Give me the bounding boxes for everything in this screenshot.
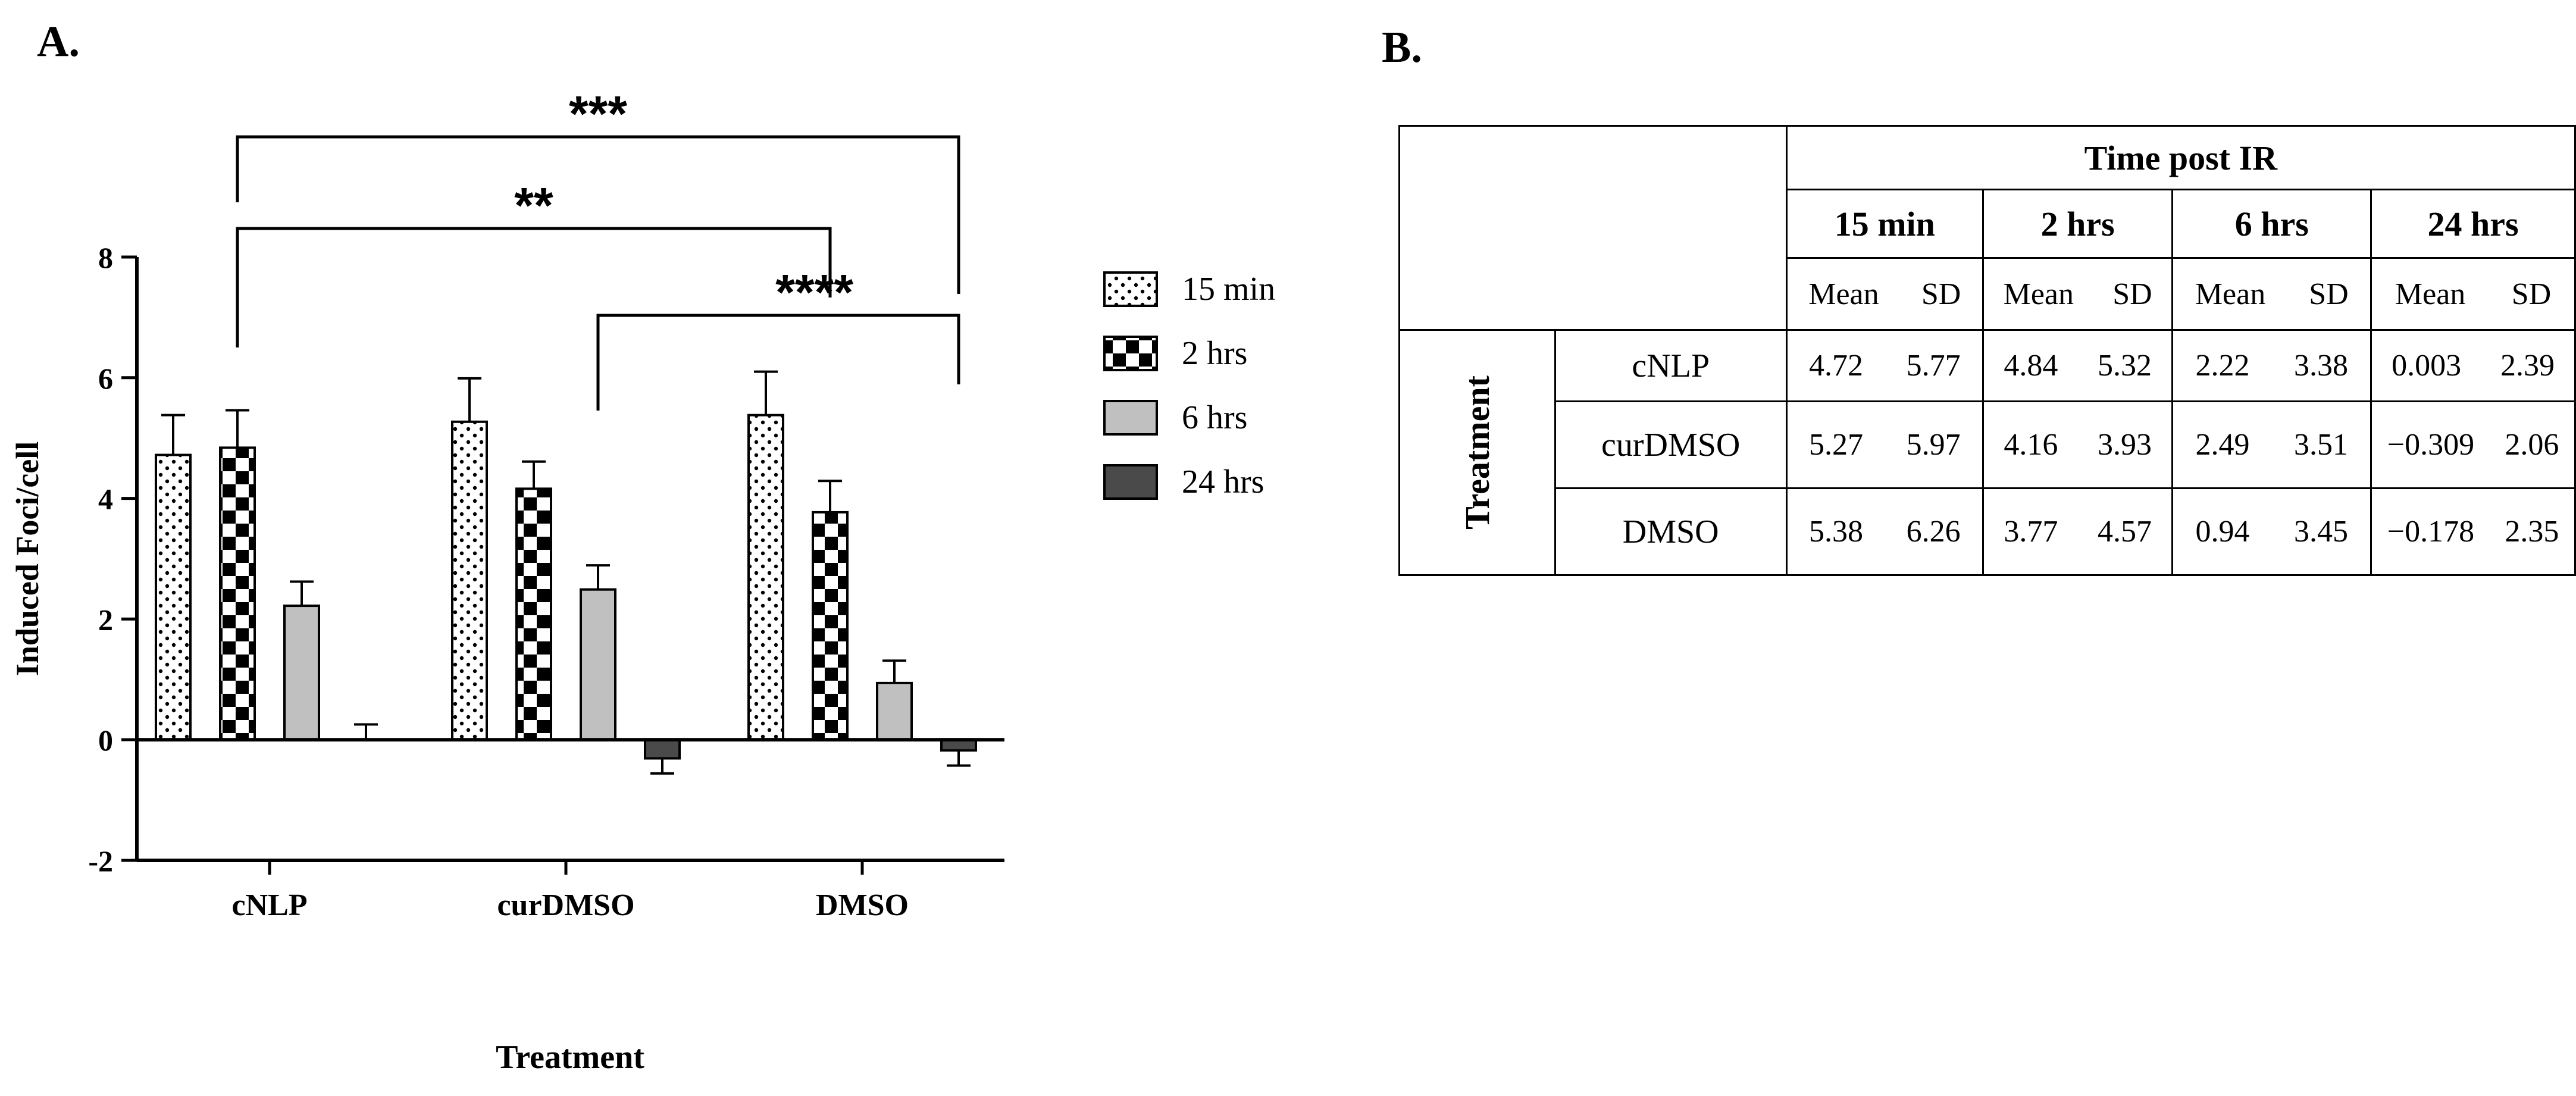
time-header-15min: 15 min: [1785, 189, 1985, 259]
table-cell: 4.72 5.77: [1785, 329, 1985, 402]
legend-swatch-15min: [1103, 271, 1158, 307]
treatment-group-label: Treatment: [1457, 375, 1497, 530]
x-axis-label: Treatment: [496, 1039, 644, 1076]
sd-value: 5.32: [2097, 349, 2152, 383]
table-cell: 0.003 2.39: [2370, 329, 2576, 402]
table-cell: 4.84 5.32: [1982, 329, 2174, 402]
x-tick-label-cNLP: cNLP: [231, 888, 307, 922]
mean-value: 2.49: [2195, 428, 2250, 462]
table-cell: 2.49 3.51: [2171, 400, 2372, 489]
table-cell: 5.38 6.26: [1785, 487, 1985, 576]
sd-label: SD: [2309, 277, 2349, 311]
legend-swatch-6hrs: [1103, 400, 1158, 436]
y-axis-label: Induced Foci/cell: [10, 441, 45, 676]
legend-label-6hrs: 6 hrs: [1182, 399, 1247, 436]
sd-value: 3.93: [2097, 428, 2152, 462]
mean-value: 5.38: [1808, 515, 1863, 549]
table-cell: 5.27 5.97: [1785, 400, 1985, 489]
panel-a-label: A.: [37, 17, 80, 66]
sd-value: 2.06: [2505, 428, 2559, 462]
time-header-2hrs: 2 hrs: [1982, 189, 2174, 259]
mean-value: 2.22: [2195, 349, 2250, 383]
bar-cNLP-6hrs: [283, 605, 320, 741]
legend-swatch-2hrs: [1103, 336, 1158, 371]
table-cell: 0.94 3.45: [2171, 487, 2372, 576]
table-corner-cell: [1398, 125, 1788, 331]
bar-chart: -2 0 2 4 6 8 cNLP curDMSO DMSO Induced Foci/cell T…: [10, 86, 1275, 1076]
summary-table-panel: Time post IR 15 min 2 hrs 6 hrs 24 hrs M…: [1398, 125, 2576, 576]
legend-label-24hrs: 24 hrs: [1182, 464, 1264, 500]
y-tick-label: 0: [98, 724, 113, 757]
significance-bracket: [596, 314, 960, 411]
sd-value: 2.39: [2500, 349, 2555, 383]
sd-value: 5.77: [1906, 349, 1961, 383]
mean-value: 0.003: [2392, 349, 2462, 383]
bar-curDMSO-2hrs: [515, 487, 552, 741]
x-tick-label-DMSO: DMSO: [816, 888, 909, 922]
sd-value: 4.57: [2097, 515, 2152, 549]
sd-value: 3.45: [2293, 515, 2348, 549]
bar-DMSO-15min: [747, 414, 784, 741]
table-cell: 4.16 3.93: [1982, 400, 2174, 489]
table-cell: −0.178 2.35: [2370, 487, 2576, 576]
table-cell: 2.22 3.38: [2171, 329, 2372, 402]
bar-cNLP-15min: [155, 453, 192, 741]
stat-header: Mean SD: [2171, 257, 2372, 331]
mean-value: 0.94: [2195, 515, 2250, 549]
summary-table: Time post IR 15 min 2 hrs 6 hrs 24 hrs M…: [1398, 125, 2576, 576]
row-label-dmso: DMSO: [1554, 487, 1788, 576]
bar-curDMSO-6hrs: [580, 588, 616, 741]
mean-label: Mean: [2195, 277, 2266, 311]
panel-b-label: B.: [1382, 23, 1422, 72]
y-tick-label: 8: [98, 241, 113, 274]
y-tick-label: 6: [98, 362, 113, 395]
bar-DMSO-6hrs: [876, 681, 913, 741]
mean-value: −0.178: [2387, 515, 2475, 549]
stat-header: Mean SD: [1785, 257, 1985, 331]
row-label-cnlp: cNLP: [1554, 329, 1788, 402]
bar-DMSO-2hrs: [812, 511, 849, 741]
significance-label: ***: [569, 86, 627, 142]
time-header-6hrs: 6 hrs: [2171, 189, 2372, 259]
legend-swatch-24hrs: [1103, 464, 1158, 500]
mean-value: 4.72: [1808, 349, 1863, 383]
sd-label: SD: [1921, 277, 1961, 311]
stat-header: Mean SD: [1982, 257, 2174, 331]
legend-label-15min: 15 min: [1182, 271, 1275, 308]
mean-value: −0.309: [2387, 428, 2475, 462]
y-tick-label: 4: [98, 483, 113, 516]
mean-label: Mean: [2003, 277, 2074, 311]
legend-label-2hrs: 2 hrs: [1182, 335, 1247, 372]
significance-bracket: [236, 227, 832, 347]
sd-value: 3.51: [2293, 428, 2348, 462]
time-header-24hrs: 24 hrs: [2370, 189, 2576, 259]
x-tick-label-curDMSO: curDMSO: [497, 888, 634, 922]
y-tick-label: -2: [88, 844, 113, 878]
sd-value: 6.26: [1906, 515, 1961, 549]
bar-cNLP-2hrs: [219, 446, 256, 741]
row-label-curdmso: curDMSO: [1554, 400, 1788, 489]
table-cell: −0.309 2.06: [2370, 400, 2576, 489]
significance-label: ****: [775, 264, 853, 320]
table-cell: 3.77 4.57: [1982, 487, 2174, 576]
mean-value: 5.27: [1808, 428, 1863, 462]
mean-value: 4.84: [2004, 349, 2058, 383]
sd-label: SD: [2511, 277, 2552, 311]
treatment-group-cell: Treatment: [1398, 329, 1556, 576]
mean-label: Mean: [2395, 277, 2466, 311]
sd-label: SD: [2112, 277, 2152, 311]
sd-value: 2.35: [2505, 515, 2559, 549]
bar-curDMSO-24hrs: [644, 738, 681, 760]
significance-bracket: [236, 135, 960, 294]
mean-value: 4.16: [2004, 428, 2058, 462]
table-header-time-post-ir: Time post IR: [1785, 125, 2576, 190]
stat-header: Mean SD: [2370, 257, 2576, 331]
y-tick-label: 2: [98, 603, 113, 636]
significance-label: **: [514, 177, 553, 233]
mean-label: Mean: [1808, 277, 1879, 311]
mean-value: 3.77: [2004, 515, 2058, 549]
sd-value: 3.38: [2293, 349, 2348, 383]
bar-curDMSO-15min: [451, 420, 488, 741]
sd-value: 5.97: [1906, 428, 1961, 462]
